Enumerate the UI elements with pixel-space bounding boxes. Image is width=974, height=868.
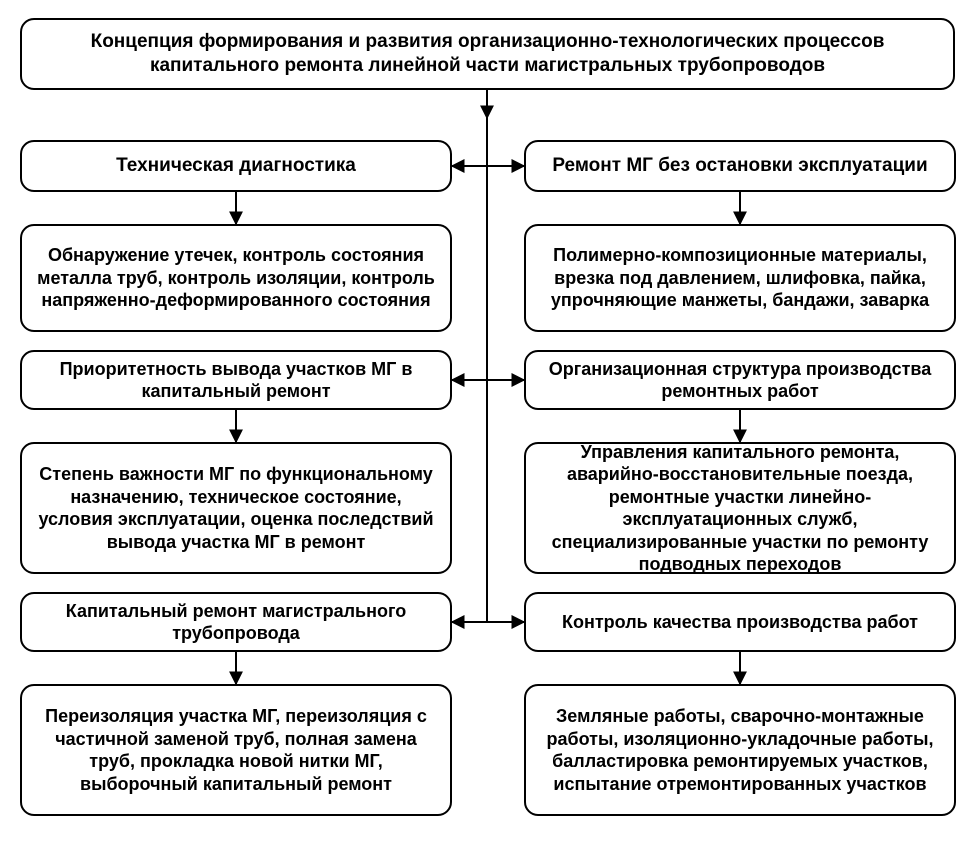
flowchart-node-n1: Техническая диагностика [20,140,452,192]
flowchart-node-n0: Концепция формирования и развития органи… [20,18,955,90]
flowchart-node-n7: Ремонт МГ без остановки эксплуатации [524,140,956,192]
flowchart-node-n9: Организационная структура производства р… [524,350,956,410]
flowchart-node-n4: Степень важности МГ по функциональному н… [20,442,452,574]
flowchart-node-n10: Управления капитального ремонта, аварийн… [524,442,956,574]
flowchart-node-n11: Контроль качества производства работ [524,592,956,652]
flowchart-node-n6: Переизоляция участка МГ, переизоляция с … [20,684,452,816]
flowchart-node-n2: Обнаружение утечек, контроль состояния м… [20,224,452,332]
flowchart-node-n8: Полимерно-композиционные материалы, врез… [524,224,956,332]
flowchart-node-n3: Приоритетность вывода участков МГ в капи… [20,350,452,410]
flowchart-node-n12: Земляные работы, сварочно-монтажные рабо… [524,684,956,816]
flowchart-node-n5: Капитальный ремонт магистрального трубоп… [20,592,452,652]
